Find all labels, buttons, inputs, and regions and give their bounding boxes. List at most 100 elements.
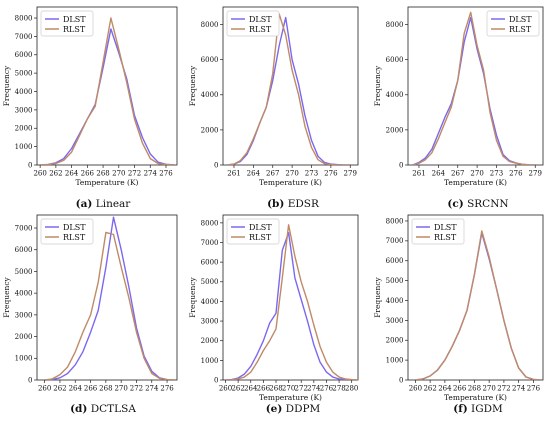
- y-tick-label: 1000: [201, 357, 219, 365]
- x-axis-label: Temperature (K): [444, 178, 507, 187]
- y-tick-label: 5000: [15, 70, 33, 78]
- y-tick-label: 8000: [15, 14, 33, 22]
- y-tick-label: 8000: [201, 219, 219, 227]
- legend-label: RLST: [63, 233, 86, 242]
- caption-letter: (d): [70, 403, 87, 415]
- x-tick-label: 276: [159, 170, 173, 178]
- x-tick-label: 272: [130, 385, 143, 393]
- y-tick-label: 2000: [15, 333, 33, 341]
- y-tick-label: 4000: [386, 297, 404, 305]
- y-tick-label: 0: [28, 161, 32, 169]
- chart-panel: 260 262 264 266 268 270 272 274 276 0 1000 2000 3000…: [373, 214, 544, 415]
- y-tick-label: 4000: [201, 91, 219, 99]
- y-tick-label: 6000: [201, 56, 219, 64]
- series-line-rlst: [225, 224, 358, 380]
- series-line-rlst: [40, 17, 174, 165]
- caption-text: DDPM: [282, 403, 320, 415]
- caption-letter: (c): [447, 198, 463, 210]
- x-tick-label: 268: [468, 385, 481, 393]
- y-tick-label: 6000: [386, 257, 404, 265]
- y-tick-label: 4000: [15, 88, 33, 96]
- x-tick-label: 270: [482, 385, 495, 393]
- x-tick-label: 276: [509, 170, 523, 178]
- y-tick-label: 2000: [386, 337, 404, 345]
- caption-letter: (f): [453, 403, 467, 415]
- panel-caption: (c) SRCNN: [447, 198, 508, 210]
- y-tick-label: 4000: [201, 298, 219, 306]
- caption-text: EDSR: [284, 198, 320, 210]
- y-tick-label: 6000: [386, 56, 404, 64]
- plot-frame: [36, 214, 178, 381]
- series-line-dlst: [412, 16, 536, 165]
- x-axis-label: Temperature (K): [259, 393, 322, 402]
- y-axis-label: Frequency: [188, 65, 197, 106]
- x-tick-label: 260: [33, 170, 46, 178]
- x-axis-label: Temperature (K): [444, 393, 507, 402]
- plot-frame: [222, 6, 359, 166]
- caption-text: Linear: [92, 198, 131, 210]
- x-tick-label: 264: [438, 385, 452, 393]
- y-axis-label: Frequency: [373, 65, 382, 106]
- x-tick-label: 270: [282, 385, 295, 393]
- panel-caption: (a) Linear: [76, 198, 132, 210]
- y-axis-label: Frequency: [373, 276, 382, 317]
- x-tick-label: 266: [81, 170, 95, 178]
- x-tick-label: 260: [409, 385, 422, 393]
- caption-text: SRCNN: [464, 198, 509, 210]
- x-tick-label: 278: [332, 385, 345, 393]
- y-tick-label: 4000: [386, 91, 404, 99]
- x-tick-label: 266: [84, 385, 98, 393]
- x-tick-label: 267: [266, 170, 279, 178]
- caption-letter: (a): [76, 198, 93, 210]
- caption-text: DCTLSA: [87, 403, 136, 415]
- series-line-rlst: [415, 230, 541, 380]
- chart-panel: 260 262 264 266 268 270 272 274 276 278 280 0 1000 20…: [188, 214, 359, 415]
- y-tick-label: 0: [214, 376, 218, 384]
- y-tick-label: 2000: [201, 126, 219, 134]
- y-tick-label: 2000: [201, 337, 219, 345]
- y-tick-label: 3000: [201, 317, 219, 325]
- x-tick-label: 264: [432, 170, 446, 178]
- chart-panel: 260 262 264 266 268 270 272 274 276 0 1000 2000 3000…: [2, 214, 178, 415]
- y-tick-label: 5000: [15, 268, 33, 276]
- legend-label: RLST: [249, 233, 272, 242]
- legend-label: DLST: [249, 15, 272, 24]
- y-tick-label: 7000: [201, 239, 219, 247]
- x-tick-label: 262: [423, 385, 436, 393]
- x-tick-label: 274: [145, 385, 159, 393]
- x-tick-label: 264: [69, 385, 83, 393]
- x-tick-label: 260: [219, 385, 232, 393]
- y-tick-label: 4000: [15, 290, 33, 298]
- y-tick-label: 8000: [386, 217, 404, 225]
- x-tick-label: 270: [112, 170, 125, 178]
- y-tick-label: 7000: [386, 237, 404, 245]
- plot-frame: [407, 214, 544, 381]
- chart-panel: 260 262 264 266 268 270 272 274 276 0 1000 2000 3000…: [2, 6, 178, 210]
- y-tick-label: 6000: [15, 246, 33, 254]
- x-tick-label: 270: [470, 170, 483, 178]
- y-tick-label: 0: [399, 376, 403, 384]
- plot-frame: [36, 6, 178, 166]
- y-tick-label: 7000: [15, 33, 33, 41]
- x-tick-label: 262: [49, 170, 62, 178]
- series-line-rlst: [412, 11, 536, 165]
- panel-caption: (b) EDSR: [267, 198, 320, 210]
- series-line-dlst: [227, 16, 351, 165]
- y-tick-label: 3000: [15, 106, 33, 114]
- x-tick-label: 276: [324, 170, 338, 178]
- series-line-rlst: [227, 13, 351, 165]
- x-tick-label: 270: [285, 170, 298, 178]
- chart-panel: 261 264 267 270 273 276 279 0 2000 4000 6000 8000 Te…: [188, 6, 359, 210]
- y-axis-label: Frequency: [2, 65, 11, 106]
- series-line-rlst: [44, 231, 175, 380]
- x-tick-label: 268: [269, 385, 282, 393]
- y-tick-label: 2000: [386, 126, 404, 134]
- y-tick-label: 3000: [386, 317, 404, 325]
- legend-label: RLST: [509, 25, 532, 34]
- plot-frame: [222, 214, 359, 381]
